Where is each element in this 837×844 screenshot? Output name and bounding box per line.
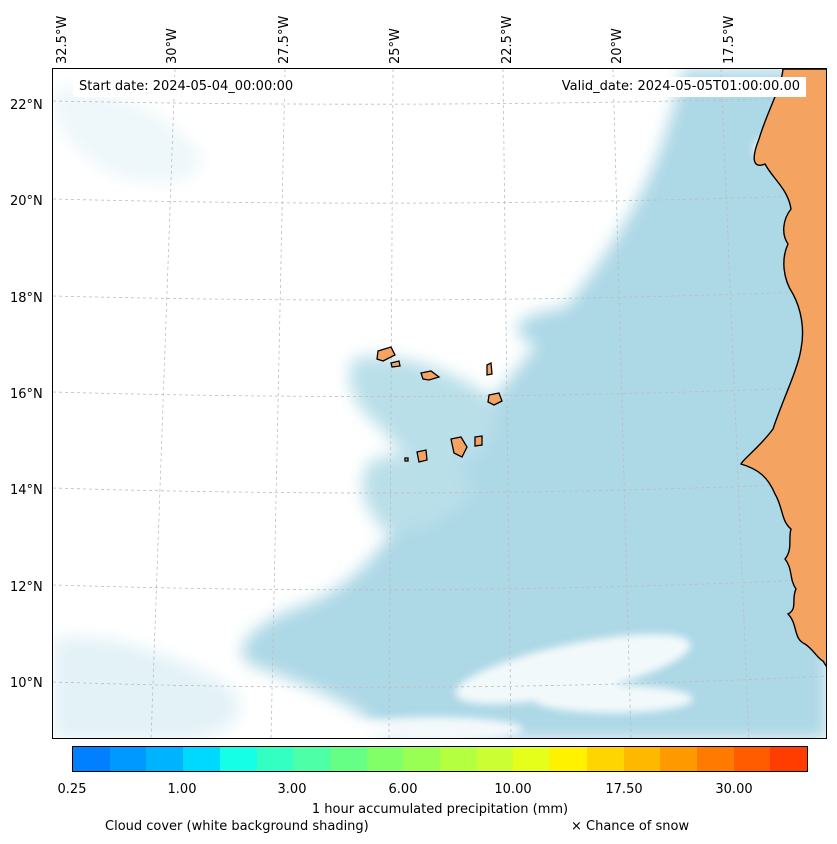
cloud-field-band bbox=[517, 304, 653, 350]
lat-label: 18°N bbox=[10, 291, 43, 306]
colorbar-segment bbox=[219, 747, 257, 771]
colorbar-tick-label: 0.25 bbox=[57, 782, 87, 797]
cape-verde-islands bbox=[376, 346, 503, 463]
colorbar-segment bbox=[586, 747, 624, 771]
colorbar-tick-label: 3.00 bbox=[277, 782, 307, 797]
lon-label: 20°W bbox=[610, 28, 625, 64]
colorbar-segment bbox=[403, 747, 441, 771]
colorbar-tick-label: 30.00 bbox=[715, 782, 753, 797]
lon-label: 30°W bbox=[165, 28, 180, 64]
snow-note: × Chance of snow bbox=[571, 819, 690, 834]
lon-label: 32.5°W bbox=[55, 15, 70, 64]
lon-label: 25°W bbox=[388, 28, 403, 64]
map-canvas bbox=[53, 69, 826, 738]
colorbar-segment bbox=[733, 747, 771, 771]
colorbar-segment bbox=[293, 747, 330, 771]
colorbar-tick-label: 1.00 bbox=[167, 782, 197, 797]
colorbar-title: 1 hour accumulated precipitation (mm) bbox=[311, 802, 569, 817]
lon-label: 17.5°W bbox=[722, 15, 737, 64]
start-date-label: Start date: 2024-05-04_00:00:00 bbox=[73, 77, 300, 97]
cloud-field-faint bbox=[53, 637, 240, 738]
african-coast bbox=[740, 69, 826, 668]
lon-label: 27.5°W bbox=[277, 15, 292, 64]
lat-label: 22°N bbox=[10, 98, 43, 113]
lat-label: 12°N bbox=[10, 580, 43, 595]
colorbar-segment bbox=[550, 747, 587, 771]
colorbar-tick-label: 6.00 bbox=[388, 782, 418, 797]
colorbar-segment bbox=[513, 747, 551, 771]
lat-label: 10°N bbox=[10, 676, 43, 691]
cloud-field-main bbox=[241, 69, 826, 738]
map-panel[interactable]: Start date: 2024-05-04_00:00:00 Valid_da… bbox=[52, 68, 827, 739]
colorbar-segment bbox=[476, 747, 514, 771]
colorbar-segment bbox=[183, 747, 220, 771]
graticule bbox=[53, 69, 826, 738]
colorbar-segment bbox=[696, 747, 734, 771]
colorbar-segment bbox=[366, 747, 404, 771]
colorbar-segment bbox=[660, 747, 697, 771]
lon-label: 22.5°W bbox=[500, 15, 515, 64]
lat-label: 20°N bbox=[10, 194, 43, 209]
colorbar-segment bbox=[770, 747, 808, 771]
cloud-field-faint-north bbox=[53, 88, 203, 183]
lat-label: 16°N bbox=[10, 387, 43, 402]
colorbar-tick-label: 10.00 bbox=[494, 782, 532, 797]
cloud-field-sw bbox=[362, 455, 473, 532]
cloud-field bbox=[53, 69, 826, 738]
precipitation-colorbar bbox=[72, 746, 808, 772]
colorbar-segment bbox=[109, 747, 147, 771]
colorbar-segment bbox=[73, 747, 110, 771]
lat-label: 14°N bbox=[10, 483, 43, 498]
colorbar-segment bbox=[623, 747, 661, 771]
colorbar-segment bbox=[146, 747, 184, 771]
colorbar-tick-label: 17.50 bbox=[605, 782, 643, 797]
colorbar-segment bbox=[440, 747, 477, 771]
colorbar-segment bbox=[256, 747, 294, 771]
colorbar-segment bbox=[329, 747, 367, 771]
cloud-cover-note: Cloud cover (white background shading) bbox=[105, 819, 369, 834]
valid-date-label: Valid_date: 2024-05-05T01:00:00.00 bbox=[555, 77, 806, 97]
